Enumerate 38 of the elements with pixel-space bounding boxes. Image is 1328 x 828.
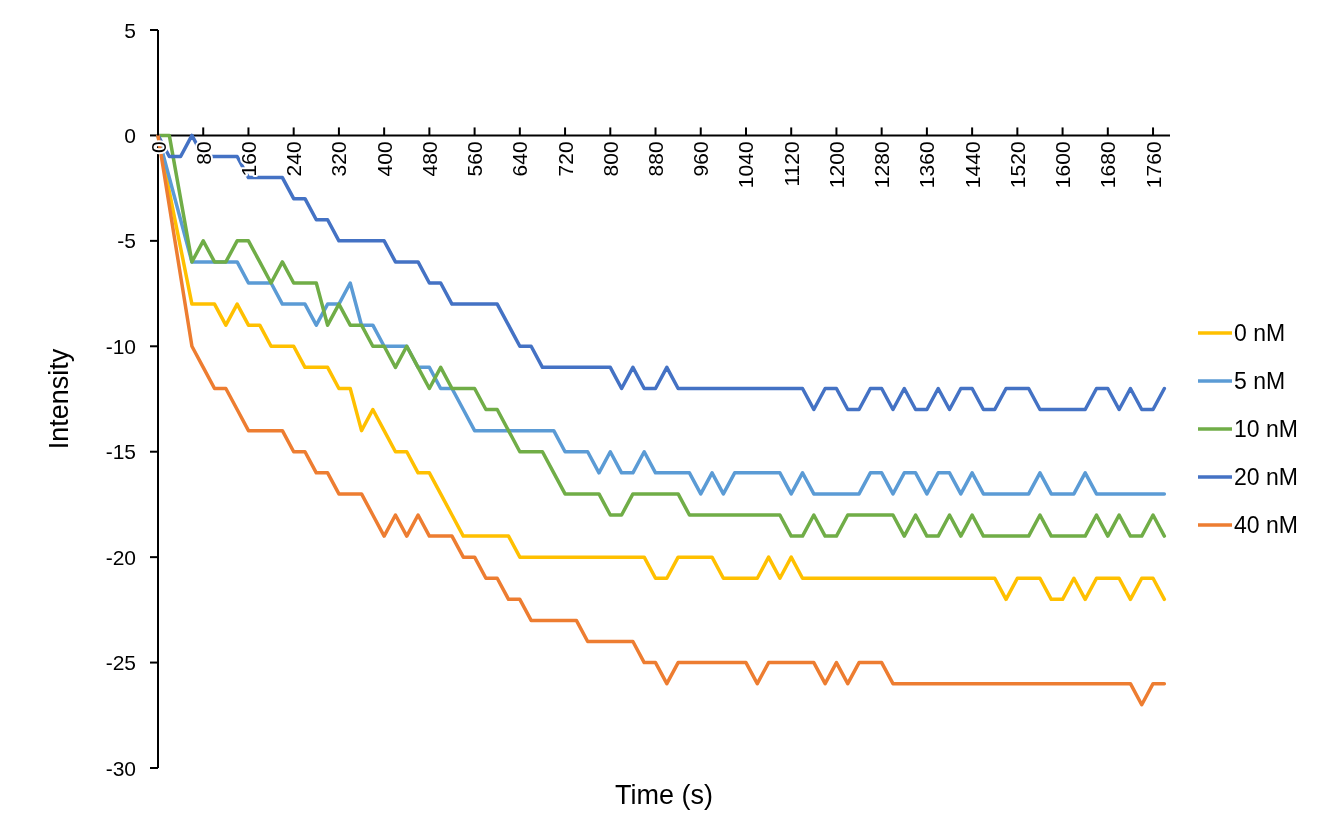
- legend-label: 10 nM: [1234, 416, 1298, 442]
- x-tick-label: 1760: [1141, 141, 1165, 189]
- y-tick-label: -15: [105, 440, 136, 464]
- x-tick-label: 720: [553, 141, 577, 177]
- x-tick-label: 400: [372, 141, 396, 177]
- x-tick-label: 800: [598, 141, 622, 177]
- x-tick-label: 640: [508, 141, 532, 177]
- y-tick-label: -25: [105, 651, 136, 675]
- x-tick-label: 560: [463, 141, 487, 177]
- legend-label: 5 nM: [1234, 368, 1286, 394]
- x-tick-label: 240: [282, 141, 306, 177]
- legend-label: 0 nM: [1234, 320, 1286, 346]
- legend-label: 40 nM: [1234, 512, 1298, 538]
- x-tick-label: 1360: [915, 141, 939, 189]
- x-tick-label: 1040: [734, 141, 758, 189]
- x-tick-label: 1520: [1005, 141, 1029, 189]
- x-tick-label: 1600: [1051, 141, 1075, 189]
- x-tick-label: 160: [236, 141, 260, 177]
- x-tick-label: 1440: [960, 141, 984, 189]
- x-tick-label: 880: [644, 141, 668, 177]
- x-axis-title: Time (s): [615, 780, 713, 810]
- x-tick-label: 320: [327, 141, 351, 177]
- x-tick-label: 1200: [824, 141, 848, 189]
- y-tick-label: -20: [105, 545, 136, 569]
- y-tick-label: 5: [124, 18, 136, 42]
- y-tick-label: -10: [105, 334, 136, 358]
- legend-label: 20 nM: [1234, 464, 1298, 490]
- x-tick-label: 1680: [1096, 141, 1120, 189]
- x-tick-label: 0: [146, 141, 170, 154]
- x-tick-label: 480: [417, 141, 441, 177]
- y-tick-label: -30: [105, 756, 136, 780]
- x-tick-label: 1280: [870, 141, 894, 189]
- y-tick-label: 0: [124, 123, 136, 147]
- y-tick-label: -5: [117, 229, 136, 253]
- x-tick-label: 960: [689, 141, 713, 177]
- x-tick-label: 1120: [779, 141, 803, 187]
- x-tick-label: 80: [191, 141, 215, 165]
- y-axis-title: Intensity: [44, 348, 74, 450]
